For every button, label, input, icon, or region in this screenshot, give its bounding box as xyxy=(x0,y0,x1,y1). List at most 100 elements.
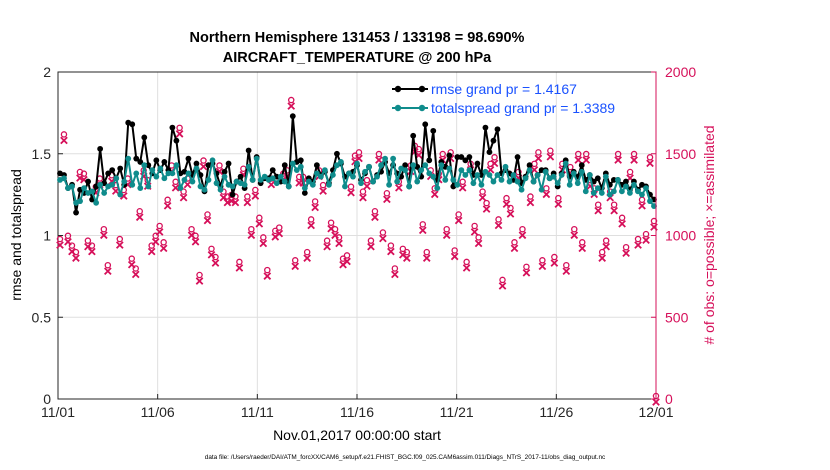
rmse-point xyxy=(623,178,629,185)
obs-assimilated-marker xyxy=(482,205,491,213)
obs-possible-marker xyxy=(575,150,582,158)
spread-point xyxy=(117,191,124,198)
obs-possible-marker xyxy=(192,232,199,240)
obs-assimilated-marker xyxy=(307,221,315,230)
spread-point xyxy=(414,178,421,185)
obs-point xyxy=(598,248,607,262)
x-tick-label: 11/06 xyxy=(141,404,175,420)
obs-assimilated-marker xyxy=(454,216,463,225)
obs-possible-marker xyxy=(379,229,387,236)
obs-possible-marker xyxy=(471,222,478,230)
obs-point xyxy=(195,271,204,285)
spread-point xyxy=(558,172,565,178)
spread-point xyxy=(498,177,505,183)
obs-assimilated-marker xyxy=(383,195,391,204)
obs-point xyxy=(470,222,479,236)
spread-point xyxy=(418,167,425,174)
obs-point xyxy=(562,261,571,276)
obs-possible-marker xyxy=(132,265,139,272)
obs-point xyxy=(474,234,483,248)
obs-assimilated-marker xyxy=(163,201,172,210)
obs-possible-marker xyxy=(459,178,466,186)
spread-point xyxy=(289,160,296,167)
obs-point xyxy=(259,234,268,248)
rmse-point xyxy=(458,154,465,160)
obs-possible-marker xyxy=(479,188,486,195)
spread-point xyxy=(269,175,276,182)
spread-point xyxy=(342,183,348,190)
obs-possible-marker xyxy=(646,154,654,161)
spread-point xyxy=(394,178,401,185)
spread-point xyxy=(201,186,208,193)
obs-point xyxy=(159,239,168,253)
spread-point xyxy=(510,172,517,178)
obs-assimilated-marker xyxy=(151,237,160,246)
y2-tick-label: 500 xyxy=(665,309,689,325)
obs-point xyxy=(614,150,622,164)
y-tick-label: 0.5 xyxy=(32,309,52,325)
spread-point xyxy=(454,181,461,188)
spread-point xyxy=(141,162,148,169)
obs-possible-marker xyxy=(343,252,351,259)
obs-possible-marker xyxy=(307,216,315,223)
obs-possible-marker xyxy=(323,237,331,244)
obs-assimilated-marker xyxy=(275,229,284,238)
spread-point xyxy=(165,170,172,177)
obs-point xyxy=(179,188,188,202)
spread-point xyxy=(462,172,469,178)
spread-point xyxy=(133,170,140,177)
spread-point xyxy=(197,183,204,190)
spread-point xyxy=(321,167,328,174)
spread-point xyxy=(338,159,344,165)
spread-point xyxy=(309,181,316,188)
spread-point xyxy=(366,163,372,170)
obs-assimilated-marker xyxy=(594,206,603,215)
obs-possible-marker xyxy=(499,276,506,284)
rmse-point xyxy=(430,127,437,134)
spread-point xyxy=(562,160,569,167)
obs-possible-marker xyxy=(84,237,92,244)
rmse-point xyxy=(137,159,144,165)
obs-assimilated-marker xyxy=(458,183,467,192)
spread-point xyxy=(193,165,200,172)
obs-point xyxy=(335,234,343,248)
rmse-point xyxy=(462,157,469,164)
obs-assimilated-marker xyxy=(195,277,204,285)
spread-point xyxy=(518,186,525,193)
spread-point xyxy=(217,186,224,193)
obs-point xyxy=(494,216,503,230)
obs-point xyxy=(100,225,108,240)
spread-point xyxy=(362,168,368,175)
obs-point xyxy=(151,232,160,246)
rmse-point xyxy=(97,145,104,152)
rmse-point xyxy=(245,147,252,154)
obs-possible-marker xyxy=(539,257,546,264)
spread-point xyxy=(390,155,397,162)
x-tick-label: 11/01 xyxy=(41,404,75,420)
spread-point xyxy=(129,181,136,188)
obs-point xyxy=(554,194,563,209)
spread-point xyxy=(474,172,481,178)
spread-point xyxy=(89,188,96,195)
spread-point xyxy=(249,177,256,183)
obs-possible-marker xyxy=(208,245,215,253)
obs-possible-marker xyxy=(650,217,658,225)
obs-assimilated-marker xyxy=(574,156,583,164)
obs-possible-marker xyxy=(291,257,299,264)
obs-point xyxy=(343,252,351,266)
obs-assimilated-marker xyxy=(375,156,383,164)
obs-assimilated-marker xyxy=(371,213,379,222)
obs-point xyxy=(550,253,559,267)
spread-point xyxy=(374,173,380,180)
spread-point xyxy=(277,173,284,180)
spread-point xyxy=(241,181,248,188)
spread-point xyxy=(594,185,601,191)
obs-point xyxy=(311,198,319,212)
obs-assimilated-marker xyxy=(402,254,411,262)
rmse-point xyxy=(514,154,521,160)
obs-possible-marker xyxy=(88,242,96,249)
obs-point xyxy=(610,201,618,215)
rmse-point xyxy=(402,162,409,169)
spread-point xyxy=(181,177,188,183)
